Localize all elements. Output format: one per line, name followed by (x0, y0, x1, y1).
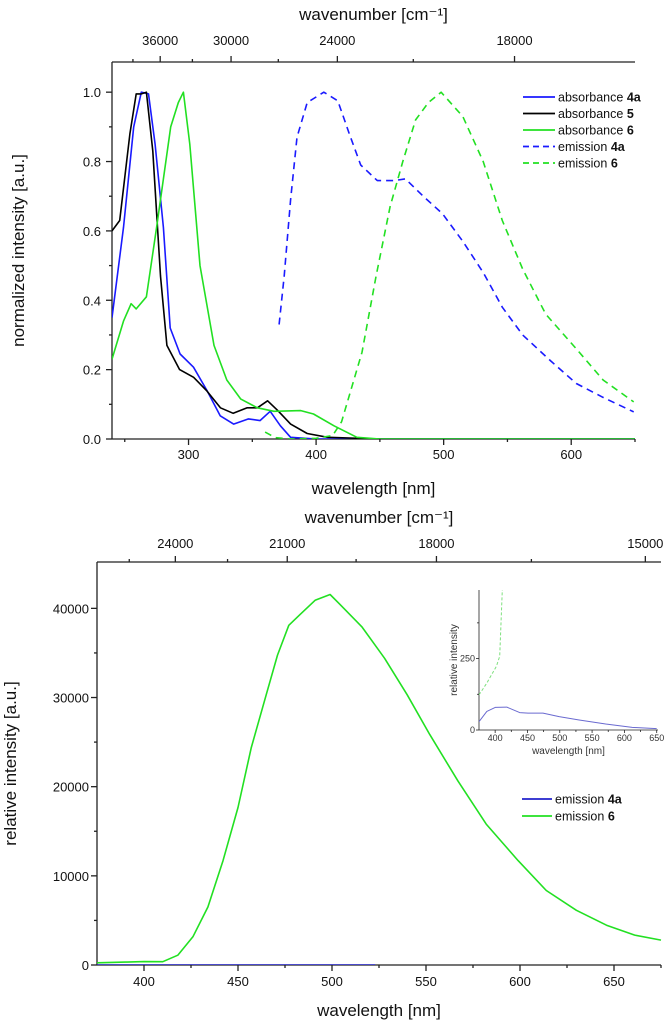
y-tick-label: 40000 (53, 601, 89, 616)
y-tick-label: 10000 (53, 869, 89, 884)
series-line-emission-4a (278, 91, 635, 413)
legend-compound: 4a (611, 140, 626, 154)
y-axis-title: relative intensity (449, 624, 460, 696)
emission-intensity-chart: 400 450 500 550 600 6500100002000030000400002… (1, 508, 663, 1020)
x-tick-label: 500 (552, 733, 567, 743)
legend-entry: absorbance 4a (558, 91, 642, 105)
x-tick-label: 400 (305, 447, 327, 462)
x2-tick-label: 21000 (269, 536, 305, 551)
legend-label: emission (558, 157, 607, 171)
legend-label: absorbance (558, 107, 623, 121)
y-tick-label: 0.4 (83, 293, 101, 308)
legend-label: absorbance (558, 124, 623, 138)
x-tick-label: 400 (133, 974, 155, 989)
x-tick-label: 600 (617, 733, 632, 743)
legend-compound: 6 (627, 124, 634, 138)
x-tick-label: 300 (178, 447, 200, 462)
y-tick-label: 0.0 (83, 432, 101, 447)
x2-tick-label: 18000 (496, 33, 532, 48)
legend-label: emission (558, 140, 607, 154)
y-tick-label: 0.2 (83, 363, 101, 378)
series-line-absorbance-5 (112, 91, 635, 439)
y-tick-label: 20000 (53, 780, 89, 795)
y-tick-label: 0 (82, 958, 89, 973)
x2-tick-label: 18000 (418, 536, 454, 551)
x-tick-label: 550 (415, 974, 437, 989)
legend-entry: absorbance 6 (558, 124, 634, 138)
legend-compound: 6 (611, 157, 618, 171)
y-tick-label: 0.8 (83, 155, 101, 170)
x2-tick-label: 24000 (157, 536, 193, 551)
legend-entry: emission 6 (555, 810, 615, 824)
y-axis-title: relative intensity [a.u.] (1, 681, 20, 845)
absorbance-emission-chart: 300 400 500 600 0.0 0.2 0.4 0.6 0.8 1.0 36000 30000… (9, 5, 642, 498)
x2-axis-title: wavenumber [cm⁻¹] (298, 5, 448, 24)
legend-compound: 4a (627, 91, 642, 105)
x-axis-title: wavelength [nm] (311, 479, 436, 498)
legend-entry: emission 6 (558, 157, 618, 171)
legend-entry: absorbance 5 (558, 107, 634, 121)
x-tick-label: 600 (560, 447, 582, 462)
y-tick-label: 1.0 (83, 85, 101, 100)
y-axis-title: normalized intensity [a.u.] (9, 154, 28, 347)
legend-compound: 4a (608, 793, 623, 807)
series-line-emission-6 (264, 91, 635, 439)
legend-label: emission (555, 810, 604, 824)
x-tick-label: 400 (488, 733, 503, 743)
legend-label: absorbance (558, 91, 623, 105)
x2-tick-label: 15000 (627, 536, 663, 551)
legend-entry: emission 4a (555, 793, 623, 807)
x2-tick-label: 24000 (319, 33, 355, 48)
inset-chart: 400 450 500 550 600 650 0 250 wavelength [nm] rel… (449, 589, 664, 757)
x-tick-label: 500 (321, 974, 343, 989)
x-tick-label: 600 (509, 974, 531, 989)
x2-tick-label: 36000 (142, 33, 178, 48)
x-tick-label: 450 (520, 733, 535, 743)
x-tick-label: 450 (227, 974, 249, 989)
legend-compound: 6 (608, 810, 615, 824)
y-tick-label: 30000 (53, 691, 89, 706)
y-tick-label: 0 (470, 725, 475, 735)
x-axis-title: wavelength [nm] (316, 1001, 441, 1020)
x-axis-title: wavelength [nm] (531, 746, 605, 757)
x-tick-label: 650 (603, 974, 625, 989)
y-tick-label: 0.6 (83, 224, 101, 239)
series-line-emission-6 (97, 593, 662, 964)
legend-label: emission (555, 793, 604, 807)
legend-compound: 5 (627, 107, 634, 121)
x-tick-label: 500 (433, 447, 455, 462)
x2-tick-label: 30000 (213, 33, 249, 48)
series-line-absorbance-6 (112, 91, 635, 439)
series-line-emission-4a (479, 706, 657, 730)
x-tick-label: 650 (649, 733, 664, 743)
legend-entry: emission 4a (558, 140, 626, 154)
y-tick-label: 250 (460, 654, 475, 664)
series-line-absorbance-4a (112, 91, 635, 439)
series-line-emission-6 (479, 589, 503, 696)
x-tick-label: 550 (585, 733, 600, 743)
x2-axis-title: wavenumber [cm⁻¹] (304, 508, 454, 527)
